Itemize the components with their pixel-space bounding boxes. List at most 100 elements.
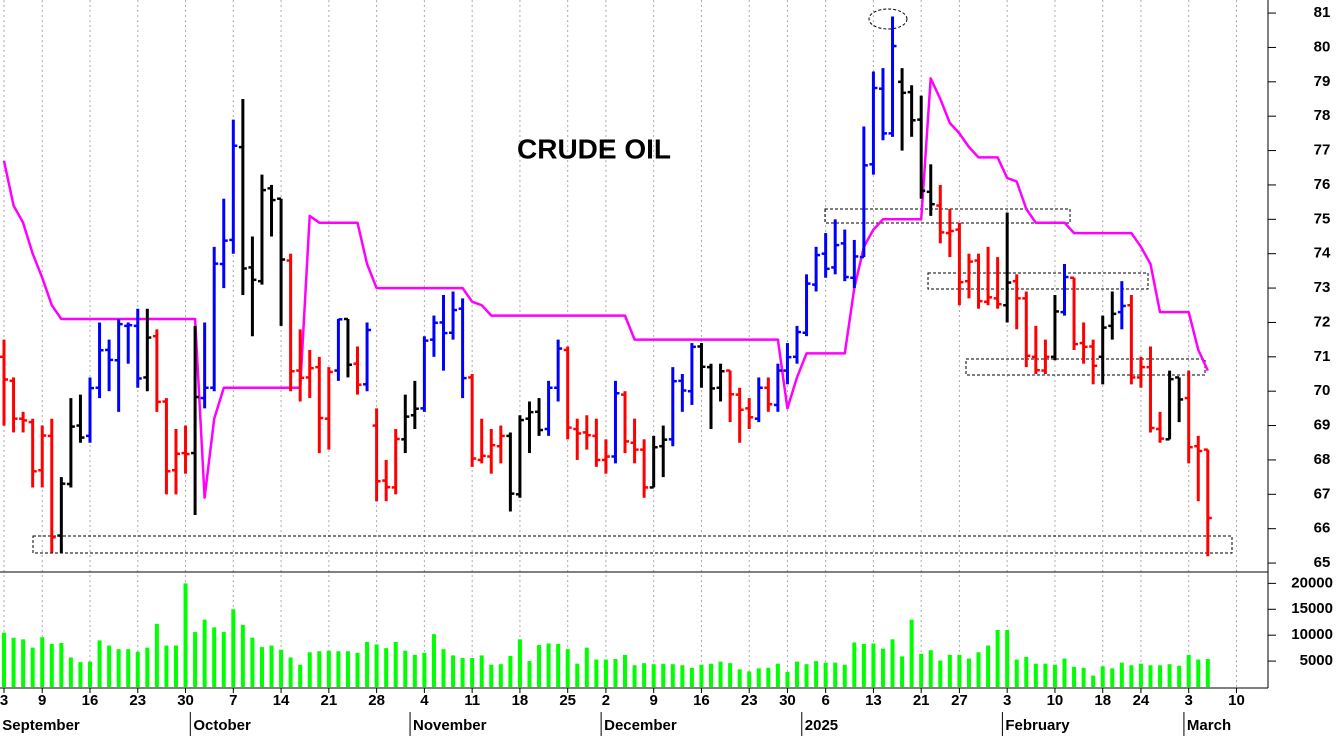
volume-bar [1129,665,1134,687]
volume-tick-label: 10000 [1291,626,1333,643]
month-label: November [413,717,487,734]
volume-bar [728,663,733,687]
volume-bar [1138,663,1143,687]
volume-bar [651,664,656,687]
resistance-zone [927,272,1149,290]
volume-bar [928,650,933,687]
volume-bar [823,662,828,687]
volume-bar [78,662,83,687]
x-tick-label: 13 [865,692,882,709]
volume-bar [336,651,341,687]
volume-bar [517,639,522,687]
y-tick-label: 79 [1314,73,1331,90]
y-tick-label: 70 [1314,382,1331,399]
x-tick-label: 3 [1185,692,1193,709]
volume-bar [164,645,169,687]
volume-bar [288,657,293,687]
volume-bar [1205,659,1210,687]
volume-bar [135,651,140,687]
volume-bar [451,655,456,687]
y-tick-label: 75 [1314,210,1331,227]
x-tick-label: 30 [779,692,796,709]
y-tick-label: 66 [1314,520,1331,537]
volume-bar [565,649,570,687]
volume-bar [919,653,924,687]
volume-bar [1024,656,1029,687]
volume-bar [126,649,131,687]
volume-tick-label: 20000 [1291,574,1333,591]
volume-bar [240,624,245,687]
month-label: December [604,717,677,734]
x-tick-label: 11 [464,692,480,709]
volume-bar [1062,658,1067,687]
x-tick-label: 14 [273,692,290,709]
volume-bar [699,664,704,687]
month-label: 2025 [805,717,838,734]
volume-bar [623,654,628,687]
volume-bar [279,649,284,687]
volume-bar [116,649,121,687]
y-tick-label: 72 [1314,313,1331,330]
volume-bar [947,654,952,687]
volume-bar [1177,665,1182,687]
y-tick-label: 81 [1314,4,1331,21]
volume-bar [986,645,991,687]
stop-line [2,77,1209,499]
volume-bar [422,652,427,687]
volume-bar [957,654,962,687]
volume-bar [1186,654,1191,687]
volume-bar [1119,662,1124,687]
volume-bar [976,652,981,687]
volume-bar [298,664,303,687]
x-tick-label: 28 [368,692,385,709]
x-tick-label: 16 [693,692,710,709]
volume-bar [326,650,331,687]
volume-bar [193,632,198,687]
y-tick-label: 74 [1314,245,1331,262]
volume-bar [173,645,178,687]
x-tick-label: 10 [1047,692,1064,709]
volume-bar [718,661,723,687]
y-tick-label: 68 [1314,451,1331,468]
x-tick-label: 27 [951,692,968,709]
volume-bar [670,664,675,687]
volume-bar [756,668,761,687]
y-tick-label: 77 [1314,142,1331,159]
volume-tick-label: 15000 [1291,600,1333,617]
volume-bar [87,661,92,687]
volume-bar [709,663,714,687]
volume-bar [537,645,542,687]
month-label: March [1187,717,1231,734]
volume-bar [766,667,771,687]
volume-bar [871,643,876,687]
volume-bar [11,637,16,687]
volume-bar [221,632,226,687]
volume-bar [632,665,637,687]
volume-bar [231,609,236,687]
volume-bar [40,637,45,687]
volume-bar [737,669,742,687]
volume-bar [59,642,64,687]
volume-bar [365,641,370,687]
volume-bar [259,647,264,687]
volume-bar [804,664,809,687]
volume-bar [861,643,866,687]
volume-bar [250,637,255,687]
volume-bar [1081,667,1086,687]
x-tick-label: 10 [1228,692,1245,709]
volume-bar [527,661,532,687]
volume-bar [661,663,666,687]
volume-bar [833,662,838,687]
volume-bar [412,654,417,687]
volume-bar [880,648,885,687]
volume-bar [355,652,360,687]
volume-bar [1196,659,1201,687]
y-tick-label: 65 [1314,554,1331,571]
month-label: February [1005,717,1070,734]
volume-bar [546,643,551,687]
volume-bar [1033,663,1038,687]
volume-bar [393,641,398,687]
x-tick-label: 6 [821,692,829,709]
